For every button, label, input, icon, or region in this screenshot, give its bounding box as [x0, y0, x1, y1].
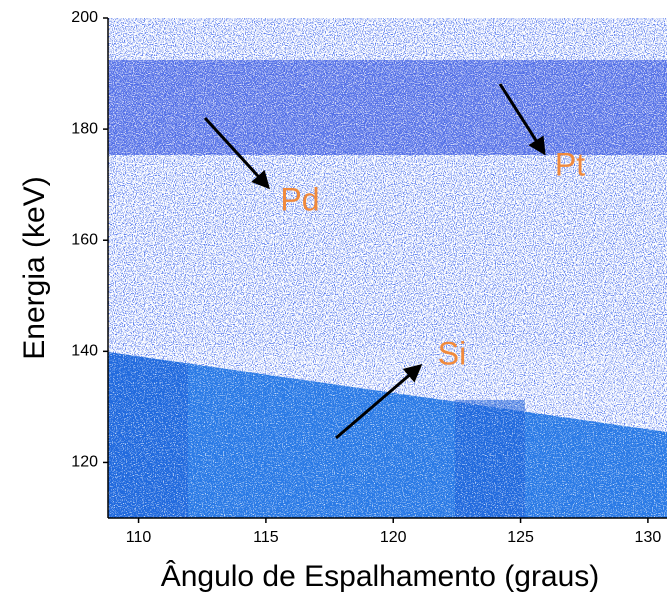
annotation-arrow — [335, 364, 423, 440]
annotation: Pd — [280, 181, 319, 217]
y-tick-label: 180 — [71, 120, 98, 137]
annotation: Pt — [555, 146, 585, 182]
y-tick-label: 120 — [71, 454, 98, 471]
x-tick-label: 115 — [253, 529, 279, 546]
x-axis-label: Ângulo de Espalhamento (graus) — [161, 560, 600, 593]
annotation: Si — [438, 335, 466, 371]
y-tick-label: 200 — [71, 9, 98, 26]
annotation-arrow — [203, 116, 271, 190]
si-texture — [108, 350, 667, 518]
y-tick-label: 160 — [71, 231, 98, 248]
x-tick-label: 130 — [635, 529, 662, 546]
axes: 120 140 160 180 200 110 115 120 125 130 — [71, 9, 667, 546]
y-tick-label: 140 — [71, 343, 98, 360]
plot-area — [108, 18, 667, 518]
y-axis-label: Energia (keV) — [18, 176, 51, 359]
x-tick-label: 120 — [380, 529, 407, 546]
si-noise — [108, 350, 667, 518]
noise-band — [108, 60, 667, 155]
x-tick-label: 110 — [126, 529, 152, 546]
x-tick-label: 125 — [507, 529, 534, 546]
annotation-arrow — [498, 83, 546, 156]
